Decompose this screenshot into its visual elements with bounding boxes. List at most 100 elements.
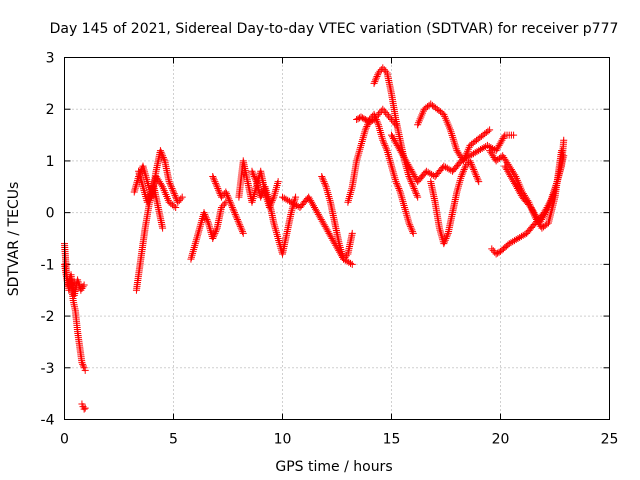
data-point (201, 212, 209, 220)
data-point (169, 186, 177, 194)
series-track-4 (187, 198, 230, 263)
data-point (443, 231, 451, 239)
data-point (370, 79, 378, 87)
data-point (235, 219, 243, 227)
data-point (274, 233, 282, 241)
data-point (287, 209, 295, 217)
data-point (209, 172, 217, 180)
data-point (215, 188, 223, 196)
data-point (140, 185, 148, 193)
series-track-6 (235, 157, 282, 211)
data-point (209, 235, 217, 242)
data-point (560, 152, 568, 160)
data-point (225, 195, 233, 203)
data-point (466, 157, 474, 165)
data-point (457, 172, 465, 180)
data-point (456, 176, 464, 184)
data-point (395, 186, 403, 194)
data-point (217, 203, 225, 211)
data-point (258, 190, 266, 198)
series-track-9 (318, 172, 356, 263)
x-tick-label: 5 (169, 432, 178, 448)
data-point (510, 131, 518, 139)
data-point (385, 154, 393, 162)
data-point (359, 134, 367, 142)
data-point (170, 202, 178, 210)
data-point (319, 176, 327, 184)
data-point (222, 188, 230, 196)
data-point (390, 170, 398, 178)
data-point (342, 252, 350, 260)
data-point (407, 224, 415, 232)
data-point (234, 217, 242, 225)
data-point (436, 226, 444, 234)
data-point (239, 229, 247, 237)
data-point (189, 247, 197, 255)
data-point (389, 168, 397, 176)
data-point (470, 166, 478, 174)
data-point (440, 240, 448, 248)
data-point (324, 189, 332, 197)
data-point (362, 124, 370, 132)
data-point (321, 179, 329, 187)
data-point (484, 127, 492, 135)
data-point (190, 245, 198, 253)
data-point (326, 196, 334, 204)
data-point (132, 180, 140, 188)
series-track-15 (427, 157, 483, 248)
data-point (143, 198, 151, 206)
data-point (250, 172, 258, 180)
data-point (406, 176, 414, 184)
data-point (190, 244, 198, 252)
data-point (376, 125, 384, 133)
data-point (236, 221, 244, 229)
series-track-10 (344, 110, 417, 237)
data-point (381, 141, 389, 149)
data-point (177, 195, 185, 203)
data-point (79, 362, 87, 370)
data-point (196, 224, 204, 232)
data-point (156, 147, 164, 155)
data-point (204, 217, 212, 225)
data-point (377, 130, 385, 138)
data-point (271, 225, 279, 233)
data-point (489, 247, 497, 255)
data-point (238, 226, 246, 234)
data-point (248, 198, 256, 206)
data-point (146, 191, 154, 199)
data-point (406, 222, 414, 230)
data-point (145, 195, 153, 203)
data-point (494, 249, 502, 257)
data-point (367, 117, 375, 125)
data-point (385, 112, 393, 120)
y-axis-label: SDTVAR / TECUs (6, 182, 22, 297)
data-point (212, 228, 220, 236)
data-point (159, 152, 167, 160)
data-point (212, 226, 220, 234)
y-tick-label: -1 (41, 257, 55, 273)
data-point (473, 172, 481, 180)
data-point (274, 235, 282, 242)
data-point (224, 193, 232, 201)
data-point (398, 194, 406, 202)
data-point (252, 176, 260, 184)
x-axis-label: GPS time / hours (275, 459, 392, 475)
data-point (377, 128, 385, 136)
data-point (470, 167, 478, 175)
data-point (380, 140, 388, 148)
data-point (402, 207, 410, 215)
data-point (393, 179, 401, 187)
data-point (358, 139, 366, 147)
data-point (233, 216, 241, 224)
data-point (191, 240, 199, 248)
data-point (443, 233, 451, 241)
data-point (159, 153, 167, 161)
data-point (560, 136, 568, 144)
data-point (413, 191, 421, 199)
data-point (355, 147, 363, 155)
data-point (379, 105, 387, 113)
x-tick-label: 25 (601, 432, 619, 448)
data-point (448, 132, 456, 140)
data-point (380, 138, 388, 146)
data-point (165, 178, 173, 186)
